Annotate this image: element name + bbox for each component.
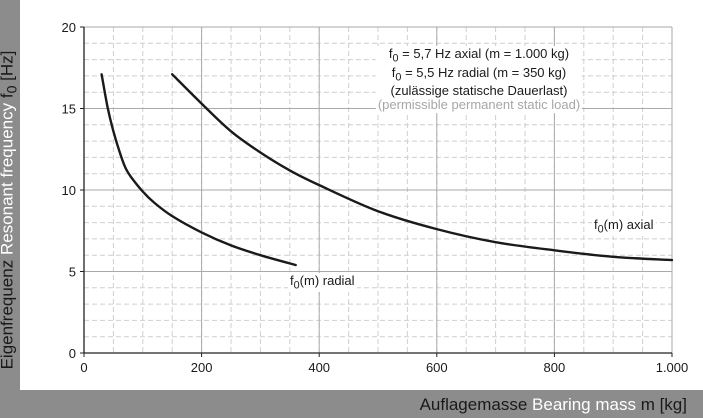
x-tick-label: 0 — [80, 360, 87, 375]
y-tick-label: 15 — [62, 102, 76, 117]
y-axis-symbol-sub: 0 — [4, 85, 21, 94]
y-tick-label: 20 — [62, 20, 76, 35]
annotation-line-1-sub: 0 — [392, 52, 399, 65]
series-label-radial-text: (m) radial — [299, 273, 355, 288]
series-label-radial: f0(m) radial — [288, 273, 357, 292]
y-axis-unit: [Hz] — [0, 50, 17, 81]
y-axis-label: Eigenfrequenz Resonant frequency f0 [Hz] — [0, 51, 23, 370]
x-tick-label: 600 — [426, 360, 448, 375]
series-label-axial-sub: 0 — [597, 223, 604, 236]
annotation-line-2-sub: 0 — [395, 71, 402, 84]
y-axis-band — [0, 0, 20, 418]
annotation-line-2: f0 = 5,5 Hz radial (m = 350 kg) — [378, 64, 580, 85]
y-axis-symbol: f — [0, 93, 16, 98]
y-axis-label-de: Eigenfrequenz — [0, 259, 17, 370]
x-axis-label-en: Bearing mass — [532, 395, 636, 414]
annotation-line-1-symbol: f — [388, 46, 393, 61]
annotation-line-3: (zulässige statische Dauerlast) — [390, 83, 568, 99]
x-axis-label: Auflagemasse Bearing mass m [kg] — [420, 395, 687, 415]
x-tick-label: 200 — [191, 360, 213, 375]
x-axis-symbol: m [kg] — [640, 395, 687, 414]
annotation-line-2-symbol: f — [391, 64, 396, 80]
series-label-axial: f0(m) axial — [592, 217, 656, 236]
series-line-axial — [171, 73, 674, 262]
y-tick-label: 5 — [69, 265, 76, 280]
x-tick-label: 1.000 — [656, 360, 689, 375]
annotation-line-4: (permissible permanent static load) — [377, 97, 581, 113]
y-axis-label-en: Resonant frequency — [0, 102, 17, 256]
annotation-line-2-text: = 5,5 Hz radial (m = 350 kg) — [401, 64, 567, 80]
series-label-axial-symbol: f — [594, 217, 598, 232]
y-tick-label: 0 — [69, 346, 76, 361]
x-axis-band — [0, 390, 703, 418]
series-line-radial — [100, 73, 297, 267]
x-tick-label: 800 — [544, 360, 566, 375]
series-label-radial-symbol: f — [290, 273, 294, 288]
annotation-box: f0 = 5,7 Hz axial (m = 1.000 kg) f0 = 5,… — [375, 46, 583, 114]
x-axis-label-de: Auflagemasse — [419, 395, 528, 414]
annotation-line-1-text: = 5,7 Hz axial (m = 1.000 kg) — [398, 46, 570, 61]
series-label-axial-text: (m) axial — [603, 217, 654, 232]
x-tick-label: 400 — [308, 360, 330, 375]
series-label-radial-sub: 0 — [293, 279, 300, 292]
annotation-line-1: f0 = 5,7 Hz axial (m = 1.000 kg) — [378, 47, 580, 66]
y-tick-label: 10 — [62, 183, 76, 198]
